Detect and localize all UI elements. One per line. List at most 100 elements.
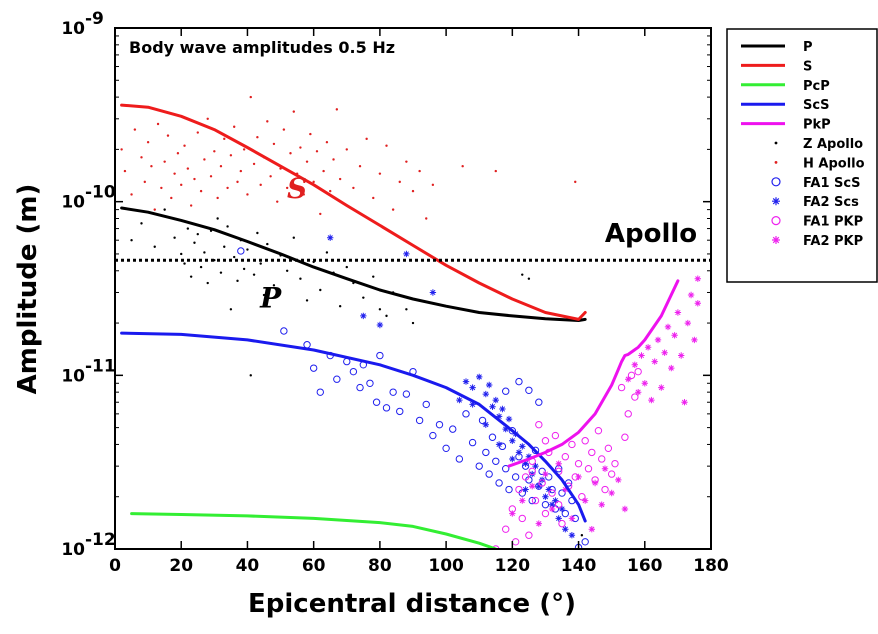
fa2-pkp-point <box>519 497 526 504</box>
series-s-line <box>120 103 587 321</box>
z-apollo-point <box>173 236 176 239</box>
z-apollo-point <box>206 281 209 285</box>
series-pkp-line <box>507 279 680 468</box>
fa1-scs-point <box>495 479 503 487</box>
fa2-scs-point <box>552 497 559 504</box>
fa1-pkp-point <box>548 489 556 497</box>
h-apollo-point <box>329 189 332 193</box>
fa2-scs-point <box>545 486 552 493</box>
h-apollo-point <box>252 162 256 166</box>
h-apollo-point <box>150 165 153 168</box>
h-apollo-point <box>249 95 252 99</box>
h-apollo-point <box>352 186 355 190</box>
fa1-scs-point <box>535 398 543 406</box>
fa2-pkp-point <box>661 349 668 356</box>
fa1-scs-point <box>478 416 487 425</box>
h-apollo-point <box>160 186 163 190</box>
z-apollo-point <box>338 305 342 308</box>
h-apollo-point <box>196 131 199 134</box>
fa2-pkp-point <box>575 473 582 481</box>
y-tick-exponent: -11 <box>85 356 116 376</box>
fa1-pkp-point <box>594 426 603 435</box>
fa2-scs-point <box>360 312 367 320</box>
fa1-scs-point <box>333 375 341 383</box>
legend-label: S <box>803 59 812 74</box>
fa2-scs-point <box>489 403 496 410</box>
h-apollo-point <box>338 177 342 181</box>
h-apollo-point <box>246 193 249 196</box>
z-apollo-point <box>236 279 239 283</box>
x-tick-label: 60 <box>302 556 326 576</box>
z-apollo-point <box>372 275 375 278</box>
fa1-pkp-point <box>502 525 510 533</box>
fa2-pkp-point <box>529 483 536 490</box>
fa1-scs-point <box>558 489 566 497</box>
fa2-pkp-point <box>631 361 638 368</box>
fa2-pkp-point <box>582 497 589 504</box>
z-apollo-point <box>325 251 329 254</box>
fa1-scs-point <box>525 386 533 395</box>
legend-entry-p: P <box>741 40 813 55</box>
h-apollo-point <box>299 146 302 149</box>
fa2-pkp-point <box>658 384 665 391</box>
x-tick-label: 160 <box>627 556 663 576</box>
fa1-pkp-point <box>617 383 626 392</box>
z-apollo-point <box>183 262 186 265</box>
h-apollo-point <box>123 169 127 173</box>
series-pcp-line <box>130 512 498 549</box>
z-apollo-point <box>249 374 252 377</box>
fa2-pkp-point <box>588 526 595 533</box>
fa1-scs-point <box>237 247 245 255</box>
h-apollo-point <box>193 177 196 181</box>
y-tick-exponent: -9 <box>85 9 104 29</box>
z-apollo-point <box>405 308 408 311</box>
z-apollo-point <box>362 296 365 299</box>
z-apollo-point <box>219 271 223 274</box>
z-apollo-point <box>299 277 302 280</box>
legend-entry-fa1-pkp: FA1 PKP <box>771 215 863 230</box>
z-apollo-point <box>140 222 143 225</box>
fa1-pkp-point <box>588 448 596 457</box>
fa1-pkp-point <box>531 496 540 505</box>
fa1-pkp-point <box>611 459 619 468</box>
h-apollo-point <box>120 148 123 151</box>
h-apollo-point <box>203 158 206 161</box>
z-apollo-point <box>266 242 269 246</box>
z-apollo-point <box>292 236 295 239</box>
h-apollo-point <box>206 117 209 121</box>
fa2-scs-point <box>532 462 539 470</box>
h-apollo-point <box>345 148 348 151</box>
y-tick-label: 10 <box>61 193 85 213</box>
fa1-pkp-point <box>541 509 550 518</box>
z-apollo-point <box>180 252 183 256</box>
legend-entry-h-apollo: H Apollo <box>774 156 865 171</box>
fa1-scs-point <box>485 470 493 478</box>
series-p-line <box>120 206 587 322</box>
z-apollo-point <box>262 293 266 297</box>
z-apollo-point <box>285 269 289 272</box>
h-apollo-point <box>140 156 143 159</box>
annotation-s: S <box>287 172 307 205</box>
h-apollo-point <box>309 132 312 136</box>
fa2-scs-point <box>522 460 529 467</box>
fa2-scs-point <box>469 401 476 408</box>
h-apollo-point <box>239 169 243 173</box>
fa1-pkp-point <box>607 470 616 478</box>
fa2-scs-point <box>515 449 523 456</box>
fa1-pkp-point <box>528 467 536 476</box>
h-apollo-point <box>219 165 223 168</box>
fa1-scs-point <box>475 462 483 470</box>
z-apollo-point <box>233 255 236 259</box>
fa2-scs-point <box>502 425 509 433</box>
fa2-pkp-point <box>509 510 516 517</box>
h-apollo-point <box>418 169 421 173</box>
x-tick-label: 0 <box>109 556 121 576</box>
legend: PS PcP ScS PkP Z Apollo H Apollo FA1 ScS FA2 Sc… <box>726 28 878 283</box>
h-apollo-point <box>405 160 408 163</box>
h-apollo-point <box>305 160 309 163</box>
fa2-scs-point <box>509 455 516 463</box>
fa1-scs-point <box>415 416 424 425</box>
fa1-scs-point <box>531 446 540 455</box>
